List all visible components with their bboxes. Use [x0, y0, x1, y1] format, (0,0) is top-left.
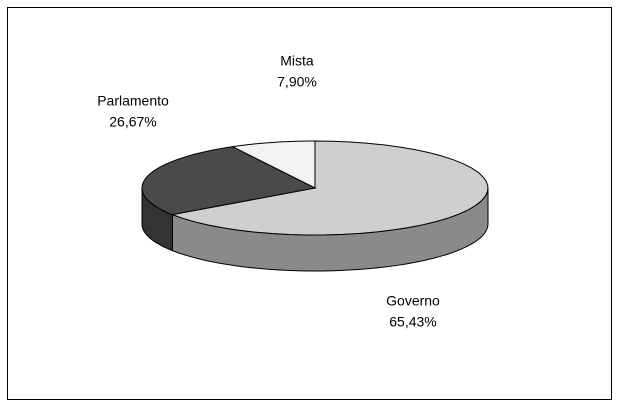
slice-label: Parlamento: [97, 93, 169, 109]
slice-value-label: 26,67%: [109, 114, 156, 130]
pie-slice: [230, 140, 316, 189]
pie-slice: [141, 146, 317, 216]
slice-value-label: 7,90%: [277, 74, 317, 90]
slice-label: Mista: [280, 53, 314, 69]
pie-slice: [170, 140, 489, 236]
slice-label: Governo: [386, 293, 440, 309]
slice-value-label: 65,43%: [389, 314, 436, 330]
